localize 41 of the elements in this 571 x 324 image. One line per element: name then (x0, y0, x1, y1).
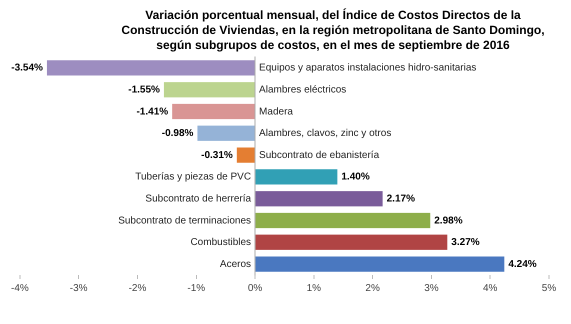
x-tick-label: -3% (70, 282, 88, 294)
x-tick-label: 1% (306, 282, 322, 294)
y-tick-label: Combustibles (190, 237, 252, 248)
y-tick-label: Aceros (220, 258, 252, 270)
bar (46, 60, 255, 76)
data-label: 1.40% (341, 172, 370, 183)
x-tick-label: 3% (424, 282, 439, 294)
x-tick-label: 5% (542, 282, 556, 294)
data-label: 2.98% (434, 215, 463, 226)
data-label: -0.31% (201, 150, 233, 161)
bar (256, 191, 383, 206)
y-tick-label: Subcontrato de herrería (145, 193, 252, 204)
y-tick-label: Alambres, clavos, zinc y otros (259, 128, 392, 140)
data-label: -0.98% (162, 128, 194, 140)
y-tick-label: Subcontrato de ebanistería (259, 150, 380, 161)
data-label: -3.54% (11, 62, 44, 74)
bar (164, 82, 255, 98)
x-tick-label: -4% (10, 282, 29, 294)
data-label: 2.17% (386, 193, 416, 204)
y-tick-label: Subcontrato de terminaciones (118, 215, 252, 226)
y-tick-label: Alambres eléctricos (259, 84, 346, 96)
x-tick-label: -2% (128, 282, 146, 294)
x-tick-label: 0% (248, 282, 262, 294)
chart-title: Variación porcentual mensual, del Índice de Costos Directos de la Construcción de Viviendas, en la región metropolitana de Santo Domingo, según subgrupos de costos, en el mes de septiembre de 2016 (120, 8, 546, 53)
data-label: 4.24% (508, 258, 537, 270)
bar (197, 126, 255, 141)
bar (256, 234, 448, 250)
data-label: -1.41% (136, 106, 168, 118)
y-tick-label: Madera (259, 106, 294, 118)
data-label: -1.55% (128, 84, 160, 96)
x-tick-label: -1% (187, 282, 206, 294)
bar (236, 147, 255, 163)
y-tick-label: Tuberías y piezas de PVC (135, 172, 252, 183)
data-label: 3.27% (451, 237, 480, 248)
bar (172, 104, 255, 120)
x-tick-label: 2% (365, 282, 380, 294)
x-tick-label: 4% (482, 282, 498, 294)
bar (256, 256, 504, 272)
y-tick-label: Equipos y aparatos instalaciones hidro-sanitarias (259, 62, 476, 74)
bar (256, 169, 338, 185)
bar (256, 212, 430, 228)
